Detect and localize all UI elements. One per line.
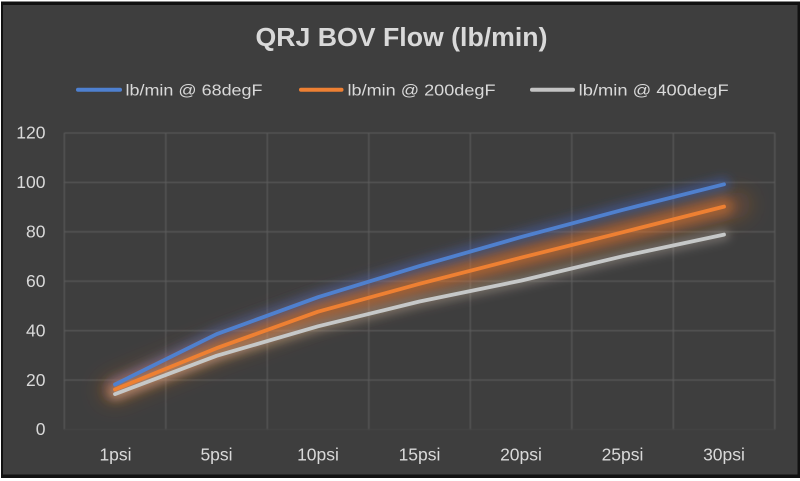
svg-text:QRJ BOV Flow (lb/min): QRJ BOV Flow (lb/min) [256, 24, 548, 52]
svg-text:5psi: 5psi [200, 445, 232, 465]
svg-text:20psi: 20psi [500, 445, 542, 465]
svg-text:80: 80 [26, 222, 46, 242]
svg-text:60: 60 [26, 271, 46, 291]
svg-text:25psi: 25psi [602, 445, 644, 465]
svg-text:20: 20 [26, 370, 46, 390]
svg-text:0: 0 [36, 419, 46, 439]
svg-text:10psi: 10psi [297, 445, 339, 465]
svg-text:lb/min @ 68degF: lb/min @ 68degF [126, 82, 263, 99]
svg-text:100: 100 [16, 172, 45, 192]
svg-text:lb/min @ 400degF: lb/min @ 400degF [579, 82, 729, 99]
svg-text:lb/min @ 200degF: lb/min @ 200degF [348, 82, 496, 99]
svg-text:30psi: 30psi [703, 445, 745, 465]
svg-text:120: 120 [16, 123, 45, 143]
svg-text:40: 40 [26, 320, 46, 340]
svg-text:1psi: 1psi [99, 445, 131, 465]
svg-text:15psi: 15psi [399, 445, 441, 465]
